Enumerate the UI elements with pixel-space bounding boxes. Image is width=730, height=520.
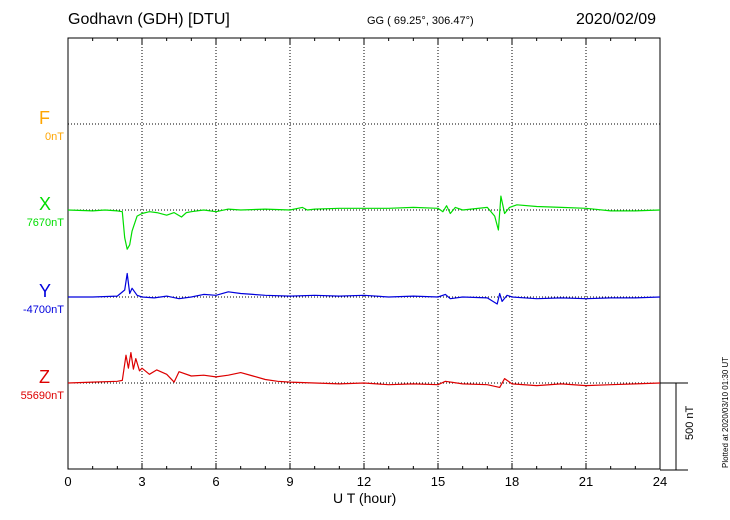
channel-baseline-X: 7670nT <box>26 217 64 229</box>
x-axis-label: U T (hour) <box>333 490 397 506</box>
x-tick-label-6: 6 <box>212 474 220 489</box>
scale-bar <box>660 382 688 471</box>
channel-name-Y: Y <box>39 281 52 301</box>
x-tick-label-21: 21 <box>578 474 594 489</box>
channel-baseline-F: 0nT <box>45 131 64 143</box>
x-tick-label-12: 12 <box>356 474 372 489</box>
traces <box>67 195 661 388</box>
channel-baseline-Y: -4700nT <box>23 304 64 316</box>
channel-name-Z: Z <box>39 367 50 387</box>
trace-X <box>67 195 661 250</box>
station-coordinates: GG ( 69.25°, 306.47°) <box>367 15 474 27</box>
plotted-note: Plotted at 2020/03/10 01:30 UT <box>721 356 730 468</box>
channel-baseline-Z: 55690nT <box>20 390 64 402</box>
x-tick-label-0: 0 <box>64 474 72 489</box>
x-tick-label-9: 9 <box>286 474 294 489</box>
plot-date: 2020/02/09 <box>576 11 657 28</box>
channel-name-X: X <box>39 194 52 214</box>
trace-Y <box>68 272 661 305</box>
x-axis-ticks <box>67 38 661 469</box>
scale-bar-label: 500 nT <box>684 405 696 440</box>
page-title: Godhavn (GDH) [DTU] <box>68 11 230 28</box>
trace-Z <box>67 352 661 388</box>
vertical-gridlines <box>141 38 587 469</box>
x-tick-label-15: 15 <box>430 474 446 489</box>
x-tick-label-3: 3 <box>138 474 146 489</box>
channel-name-F: F <box>39 108 50 128</box>
x-tick-label-24: 24 <box>652 474 668 489</box>
x-tick-label-18: 18 <box>504 474 520 489</box>
